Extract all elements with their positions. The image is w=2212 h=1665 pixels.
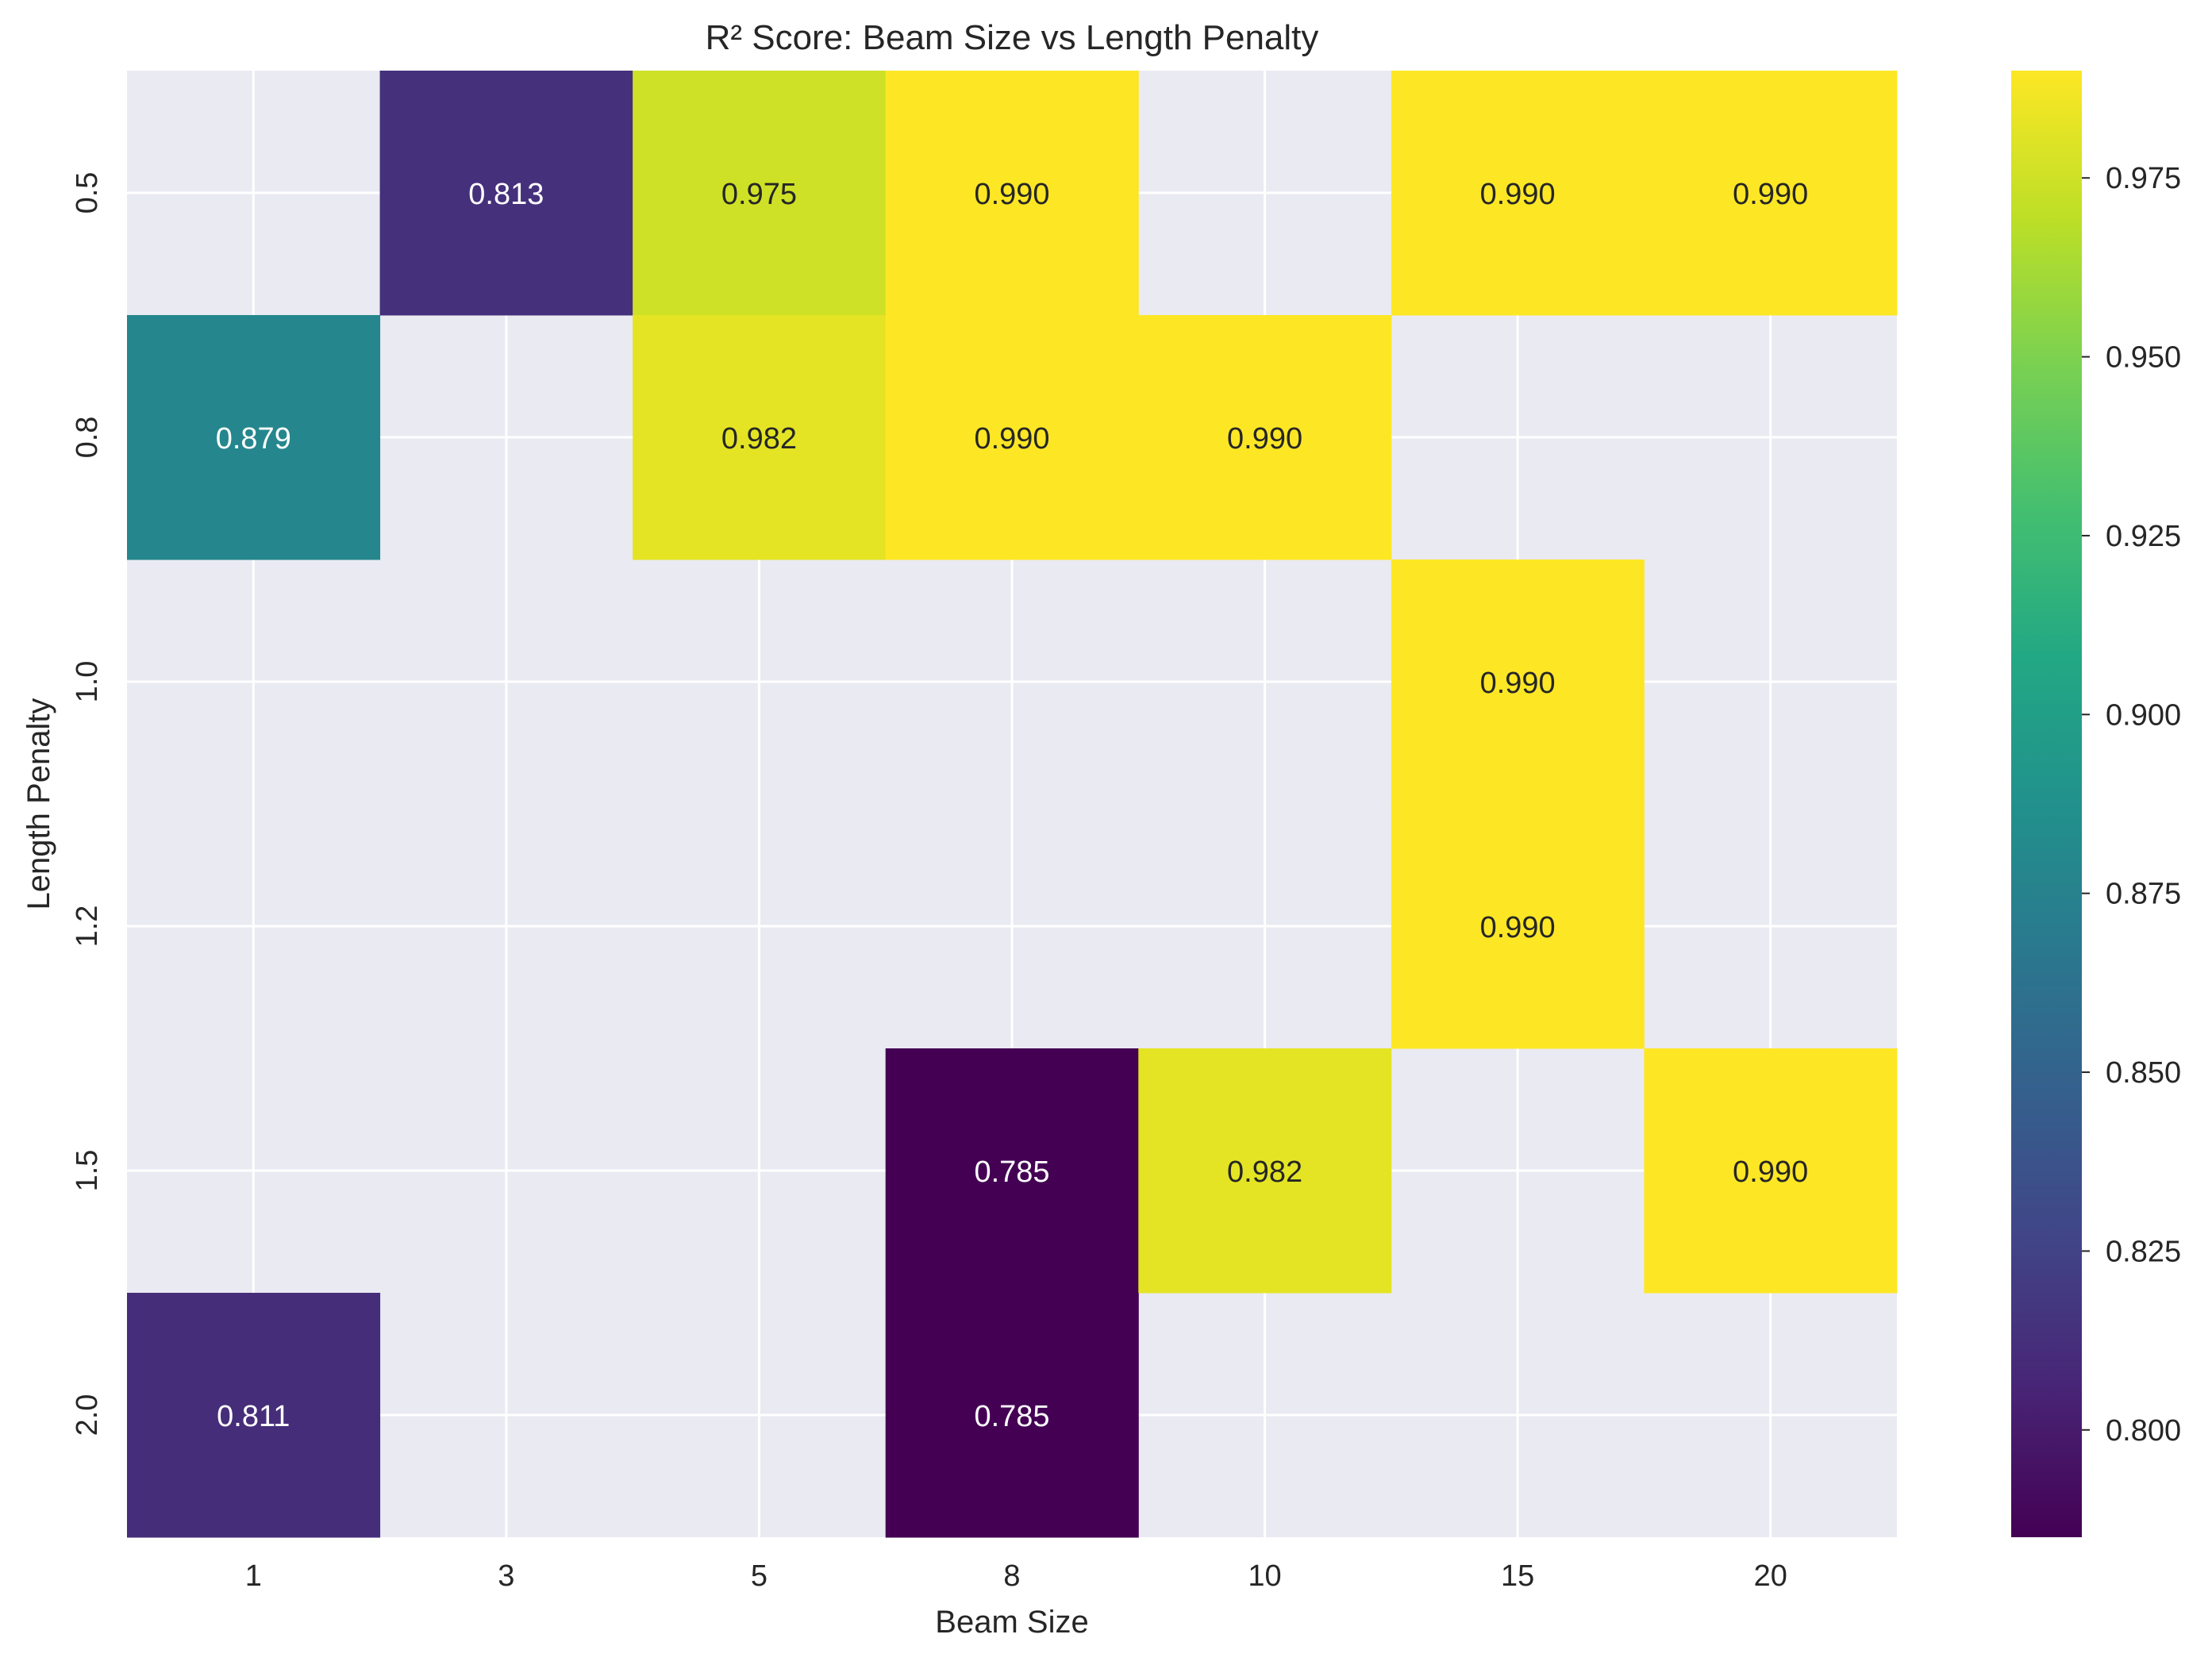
heatmap-cell (379, 71, 633, 316)
cell-value-label: 0.990 (974, 422, 1049, 456)
x-tick-label: 8 (1003, 1559, 1020, 1593)
heatmap-cell (1138, 1048, 1392, 1294)
y-tick-label: 1.0 (71, 661, 104, 703)
chart-title: R² Score: Beam Size vs Length Penalty (706, 18, 1319, 57)
cell-value-label: 0.982 (1227, 1156, 1302, 1189)
colorbar-tick-label: 0.975 (2106, 162, 2181, 195)
y-tick-label: 2.0 (71, 1394, 104, 1436)
heatmap-cell (633, 315, 887, 560)
heatmap-cell (1644, 71, 1898, 316)
heatmap-cell (885, 71, 1139, 316)
y-tick-label: 1.2 (71, 906, 104, 948)
x-axis-label: Beam Size (935, 1605, 1088, 1640)
colorbar-tick-label: 0.900 (2106, 698, 2181, 732)
x-tick-label: 1 (245, 1559, 262, 1593)
heatmap-cell (885, 1293, 1139, 1538)
cell-value-label: 0.813 (468, 178, 544, 211)
colorbar-tick-label: 0.950 (2106, 341, 2181, 375)
cell-value-label: 0.990 (1480, 911, 1556, 944)
x-tick-label: 15 (1501, 1559, 1534, 1593)
x-tick-label: 5 (751, 1559, 767, 1593)
cell-value-label: 0.975 (721, 178, 797, 211)
heatmap-cell (885, 1048, 1139, 1294)
heatmap-cell (127, 315, 381, 560)
colorbar-tick-label: 0.825 (2106, 1235, 2181, 1268)
cell-value-label: 0.990 (1480, 178, 1556, 211)
cell-value-label: 0.785 (974, 1156, 1049, 1189)
heatmap-cell (1644, 1048, 1898, 1294)
cell-value-label: 0.990 (1733, 1156, 1808, 1189)
cell-labels: 0.813 0.975 0.990 0.990 0.990 0.879 0.982 0.990… (216, 178, 1809, 1433)
cell-value-label: 0.879 (216, 422, 291, 456)
heatmap-cell (885, 315, 1139, 560)
y-tick-label: 1.5 (71, 1150, 104, 1192)
heatmap-cell (1391, 804, 1645, 1049)
heatmap-cell (1391, 71, 1645, 316)
heatmap-cell (1391, 559, 1645, 805)
x-axis-ticks: 1 3 5 8 10 15 20 (245, 1559, 1787, 1593)
x-tick-label: 3 (498, 1559, 514, 1593)
cell-value-label: 0.990 (1733, 178, 1808, 211)
cell-value-label: 0.990 (1480, 667, 1556, 700)
cell-value-label: 0.990 (1227, 422, 1302, 456)
cell-value-label: 0.811 (217, 1400, 290, 1433)
heatmap-cell (633, 71, 887, 316)
colorbar-tick-label: 0.850 (2106, 1056, 2181, 1090)
y-axis-label: Length Penalty (21, 698, 56, 910)
heatmap-cells (127, 71, 1898, 1538)
cell-value-label: 0.990 (974, 178, 1049, 211)
x-tick-label: 10 (1248, 1559, 1281, 1593)
colorbar (2011, 71, 2082, 1537)
colorbar-ticks: 0.800 0.825 0.850 0.875 0.900 0.925 0.950 0.975 (2082, 162, 2181, 1448)
colorbar-tick-label: 0.800 (2106, 1414, 2181, 1448)
y-axis-ticks: 0.5 0.8 1.0 1.2 1.5 2.0 (71, 172, 104, 1436)
cell-value-label: 0.982 (721, 422, 797, 456)
heatmap-cell (1138, 315, 1392, 560)
colorbar-tick-label: 0.875 (2106, 878, 2181, 911)
heatmap-cell (127, 1293, 381, 1538)
cell-value-label: 0.785 (974, 1400, 1049, 1433)
x-tick-label: 20 (1754, 1559, 1787, 1593)
y-tick-label: 0.5 (71, 172, 104, 214)
y-tick-label: 0.8 (71, 417, 104, 459)
colorbar-tick-label: 0.925 (2106, 520, 2181, 553)
